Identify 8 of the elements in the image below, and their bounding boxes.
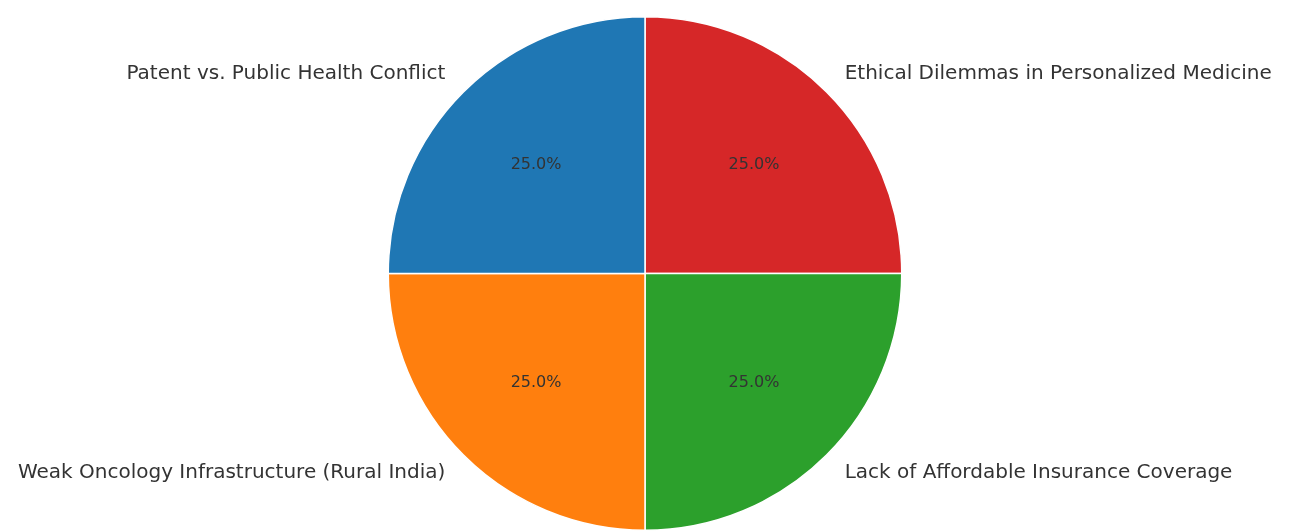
slice-label: Lack of Affordable Insurance Coverage bbox=[844, 459, 1233, 484]
data-label: 25.0% bbox=[510, 153, 562, 173]
slice-label: Ethical Dilemmas in Personalized Medicine bbox=[844, 60, 1272, 84]
data-label: 25.0% bbox=[510, 371, 562, 391]
data-label: 25.0% bbox=[728, 371, 780, 391]
slice-label: Patent vs. Public Health Conflict bbox=[126, 60, 446, 84]
slice-label: Weak Oncology Infrastructure (Rural India) bbox=[17, 459, 446, 484]
data-label: 25.0% bbox=[728, 153, 780, 173]
